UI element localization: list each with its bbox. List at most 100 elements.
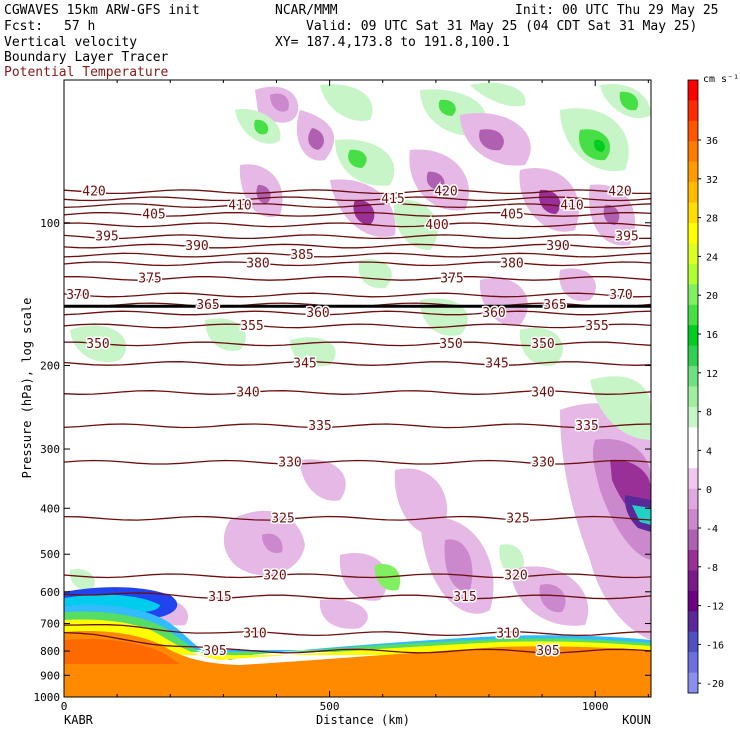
bl-tracer-deep xyxy=(64,638,180,664)
theta-label-365: 365 xyxy=(543,298,566,313)
theta-contour-325 xyxy=(64,515,651,521)
theta-contour-385 xyxy=(64,252,651,258)
theta-label-315: 315 xyxy=(453,590,476,605)
theta-label-310: 310 xyxy=(243,627,266,642)
colorbar-swatch xyxy=(688,590,698,612)
colorbar-swatch xyxy=(688,284,698,306)
y-tick-label: 500 xyxy=(40,548,60,561)
bl-tracer-deep xyxy=(64,630,651,697)
left-endpoint-label: KABR xyxy=(64,713,94,727)
colorbar-swatch xyxy=(688,366,698,387)
theta-contour-335 xyxy=(64,423,651,429)
theta-label-355: 355 xyxy=(585,319,608,334)
colorbar-swatch xyxy=(688,304,698,326)
theta-contour-405 xyxy=(64,211,651,217)
theta-contour-310 xyxy=(64,624,651,637)
theta-label-410: 410 xyxy=(228,199,251,214)
colorbar-tick-label: 4 xyxy=(706,446,712,457)
x-tick-label: 500 xyxy=(320,700,340,713)
theta-label-345: 345 xyxy=(485,356,508,371)
descent-region xyxy=(539,584,566,613)
theta-label-330: 330 xyxy=(278,455,301,470)
colorbar-swatch xyxy=(688,570,698,592)
theta-contour-390 xyxy=(64,243,651,249)
theta-label-320: 320 xyxy=(263,569,286,584)
theta-label-360: 360 xyxy=(482,306,505,321)
theta-label-330: 330 xyxy=(531,455,554,470)
theta-label-390: 390 xyxy=(546,239,569,254)
descent-region xyxy=(603,204,620,225)
theta-contour-315 xyxy=(64,592,651,600)
fcst-value: 57 h xyxy=(64,19,96,34)
colorbar-swatch xyxy=(688,80,698,101)
model-title: CGWAVES 15km ARW-GFS init xyxy=(4,3,200,18)
theta-label-370: 370 xyxy=(66,288,89,303)
ascent-region xyxy=(358,259,392,289)
theta-label-370: 370 xyxy=(609,288,632,303)
colorbar-tick-label: 12 xyxy=(706,369,718,380)
colorbar: 36 32 28 24 20 16 12 8 4 0 -4 -8 -12 -16 -20 xyxy=(687,79,724,694)
org-label: NCAR/MMM xyxy=(275,3,338,18)
colorbar-swatch xyxy=(688,652,698,674)
colorbar-swatch xyxy=(688,223,698,244)
theta-label-310: 310 xyxy=(496,627,519,642)
valid-time: Valid: 09 UTC Sat 31 May 25 (04 CDT Sat … xyxy=(306,19,698,34)
colorbar-swatch xyxy=(688,406,698,428)
field-label-2: Boundary Layer Tracer xyxy=(4,50,169,65)
ascent-region xyxy=(593,139,605,152)
theta-contour-350 xyxy=(64,341,651,347)
colorbar-tick-label: -20 xyxy=(706,679,724,690)
descent-region xyxy=(308,128,324,150)
colorbar-tick-label: 8 xyxy=(706,408,712,419)
colorbar-swatch xyxy=(688,529,698,551)
y-tick-label: 800 xyxy=(40,645,60,658)
theta-label-340: 340 xyxy=(236,386,259,401)
colorbar-swatch xyxy=(688,672,698,694)
field-label-3: Potential Temperature xyxy=(4,65,169,80)
theta-contour-330 xyxy=(64,459,651,465)
colorbar-swatch xyxy=(688,202,698,224)
colorbar-frame xyxy=(687,79,699,694)
theta-contour-360 xyxy=(64,310,651,316)
y-tick-label: 300 xyxy=(40,443,60,456)
colorbar-tick-label: 20 xyxy=(706,291,718,302)
theta-label-405: 405 xyxy=(500,207,523,222)
colorbar-swatch xyxy=(688,386,698,408)
y-tick-label: 900 xyxy=(40,669,60,682)
colorbar-tick-label: 16 xyxy=(706,330,718,341)
y-tick-label: 700 xyxy=(40,618,60,631)
theta-label-420: 420 xyxy=(608,185,631,200)
colorbar-tick-label: 28 xyxy=(706,214,718,225)
ascent-region xyxy=(290,337,336,367)
y-tick-label: 600 xyxy=(40,586,60,599)
theta-label-305: 305 xyxy=(203,644,226,659)
ascent-region xyxy=(499,544,524,576)
theta-label-350: 350 xyxy=(86,337,109,352)
vertical-velocity-field xyxy=(64,82,651,697)
descent-region xyxy=(262,533,283,554)
colorbar-swatch xyxy=(688,447,698,469)
colorbar-swatch xyxy=(688,488,698,510)
theta-label-385: 385 xyxy=(290,248,313,263)
ascent-region xyxy=(254,119,269,135)
colorbar-swatch xyxy=(688,468,698,490)
theta-label-420: 420 xyxy=(434,185,457,200)
theta-label-390: 390 xyxy=(185,239,208,254)
theta-label-400: 400 xyxy=(425,218,448,233)
x-tick-label: 0 xyxy=(61,700,68,713)
theta-label-325: 325 xyxy=(271,511,294,526)
descent-region xyxy=(426,171,445,190)
descent-region xyxy=(300,459,346,501)
theta-label-380: 380 xyxy=(246,257,269,272)
theta-label-365: 365 xyxy=(196,298,219,313)
colorbar-swatch xyxy=(688,263,698,285)
theta-label-360: 360 xyxy=(306,306,329,321)
colorbar-swatch xyxy=(688,325,698,347)
plot-frame xyxy=(63,79,652,698)
colorbar-swatch xyxy=(688,631,698,653)
ascent-region xyxy=(320,84,373,121)
colorbar-tick-label: -16 xyxy=(706,640,724,651)
descent-region xyxy=(538,189,561,214)
ascent-region xyxy=(348,149,367,168)
descent-region xyxy=(444,539,473,591)
